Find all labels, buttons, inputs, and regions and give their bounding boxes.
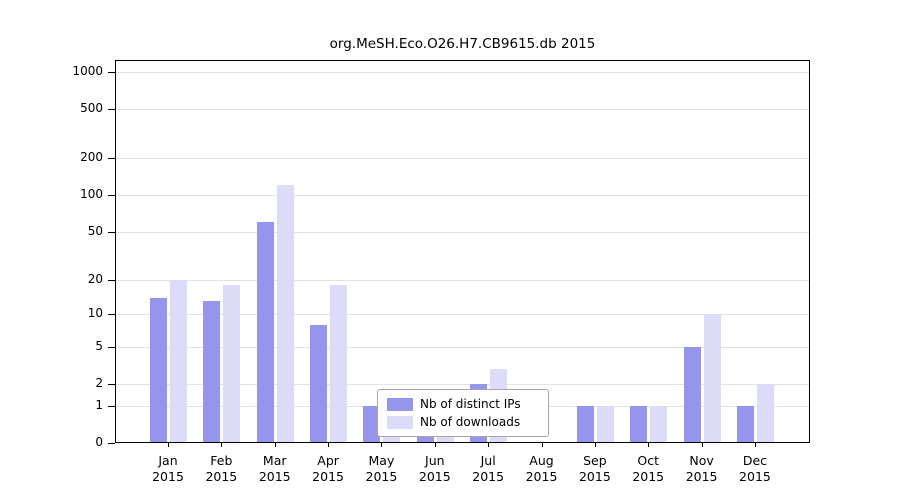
y-tick-mark bbox=[108, 443, 115, 444]
x-tick-label-month: Dec bbox=[742, 453, 768, 468]
y-tick-mark bbox=[108, 346, 115, 348]
y-tick-label: 1000 bbox=[72, 63, 103, 78]
y-tick-label: 20 bbox=[87, 271, 103, 286]
y-tick-label: 50 bbox=[87, 223, 103, 238]
chart-title: org.MeSH.Eco.O26.H7.CB9615.db 2015 bbox=[329, 36, 596, 52]
gridline bbox=[116, 109, 809, 111]
y-tick-label: 5 bbox=[95, 338, 103, 353]
y-tick-label: 500 bbox=[80, 101, 103, 116]
x-tick-label-year: 2015 bbox=[152, 469, 184, 484]
y-tick-mark bbox=[108, 279, 115, 281]
x-tick-label-year: 2015 bbox=[525, 469, 558, 484]
gridline bbox=[116, 231, 809, 233]
legend-swatch-downloads bbox=[387, 415, 413, 429]
gridline bbox=[116, 71, 809, 73]
x-tick-label-year: 2015 bbox=[472, 469, 505, 484]
x-tick-mark bbox=[754, 443, 756, 447]
y-tick-mark bbox=[108, 314, 115, 316]
bar-downloads bbox=[596, 405, 614, 442]
bar-distinct-ips bbox=[310, 325, 328, 442]
gridline bbox=[116, 314, 809, 316]
y-tick-label: 200 bbox=[80, 150, 103, 165]
bar-downloads bbox=[703, 314, 721, 442]
x-tick-mark bbox=[648, 443, 650, 447]
x-tick-label-year: 2015 bbox=[685, 469, 718, 484]
bar-distinct-ips bbox=[630, 405, 648, 442]
x-tick-label-month: May bbox=[368, 453, 395, 468]
x-tick-label-year: 2015 bbox=[578, 469, 611, 484]
y-tick-mark bbox=[108, 71, 115, 73]
bar-distinct-ips bbox=[736, 405, 754, 442]
bar-downloads bbox=[330, 284, 348, 442]
y-tick-label: 10 bbox=[87, 306, 103, 321]
legend: Nb of distinct IPs Nb of downloads bbox=[377, 389, 549, 437]
x-tick-label-year: 2015 bbox=[312, 469, 344, 484]
bar-downloads bbox=[276, 185, 294, 442]
y-tick-label: 1 bbox=[95, 397, 103, 412]
y-tick-mark bbox=[108, 231, 115, 233]
gridline bbox=[116, 346, 809, 348]
y-tick-mark bbox=[108, 405, 115, 407]
y-tick-label: 0 bbox=[95, 435, 103, 449]
x-tick-mark bbox=[701, 443, 703, 447]
bar-distinct-ips bbox=[576, 405, 594, 442]
x-tick-label-year: 2015 bbox=[258, 469, 291, 484]
bar-downloads bbox=[223, 284, 241, 442]
x-tick-mark bbox=[221, 443, 223, 447]
x-tick-label-month: Jan bbox=[158, 453, 178, 468]
x-tick-label-month: Mar bbox=[262, 453, 287, 468]
gridline bbox=[116, 195, 809, 197]
x-tick-mark bbox=[434, 443, 436, 447]
x-tick-label-year: 2015 bbox=[418, 469, 451, 484]
x-tick-mark bbox=[274, 443, 276, 447]
x-tick-mark bbox=[328, 443, 330, 447]
x-tick-label-month: Sep bbox=[583, 453, 607, 468]
y-tick-mark bbox=[108, 195, 115, 197]
legend-label-distinct-ips: Nb of distinct IPs bbox=[420, 397, 521, 411]
x-tick-label-year: 2015 bbox=[632, 469, 665, 484]
x-tick-label-month: Nov bbox=[689, 453, 714, 468]
bar-distinct-ips bbox=[203, 301, 221, 442]
bar-distinct-ips bbox=[363, 405, 381, 442]
gridline bbox=[116, 158, 809, 160]
bar-distinct-ips bbox=[683, 346, 701, 442]
y-tick-label: 100 bbox=[80, 187, 103, 202]
x-tick-label-month: Aug bbox=[529, 453, 554, 468]
legend-item-distinct-ips: Nb of distinct IPs bbox=[387, 397, 542, 411]
y-tick-mark bbox=[108, 384, 115, 385]
x-tick-label-month: Feb bbox=[210, 453, 233, 468]
x-tick-label-month: Jun bbox=[425, 453, 445, 468]
bar-downloads bbox=[650, 405, 668, 442]
x-tick-label-year: 2015 bbox=[365, 469, 398, 484]
bar-downloads bbox=[756, 384, 774, 442]
x-tick-label-month: Jul bbox=[480, 453, 496, 468]
y-tick-mark bbox=[108, 109, 115, 111]
gridline bbox=[116, 384, 809, 385]
x-tick-label-month: Oct bbox=[637, 453, 660, 468]
gridline bbox=[116, 279, 809, 281]
bar-downloads bbox=[170, 279, 187, 442]
x-tick-mark bbox=[541, 443, 543, 447]
legend-swatch-distinct-ips bbox=[387, 397, 413, 411]
y-tick-label: 2 bbox=[95, 376, 103, 390]
legend-item-downloads: Nb of downloads bbox=[387, 415, 542, 429]
x-tick-label-month: Apr bbox=[317, 453, 339, 468]
x-tick-label-year: 2015 bbox=[205, 469, 238, 484]
y-tick-mark bbox=[108, 158, 115, 160]
x-tick-mark bbox=[594, 443, 596, 447]
x-tick-mark bbox=[488, 443, 490, 447]
x-tick-mark bbox=[381, 443, 383, 447]
bar-distinct-ips bbox=[256, 222, 274, 442]
x-tick-label-year: 2015 bbox=[739, 469, 771, 484]
bar-distinct-ips bbox=[150, 297, 167, 442]
x-tick-mark bbox=[168, 443, 169, 447]
legend-label-downloads: Nb of downloads bbox=[420, 415, 521, 429]
